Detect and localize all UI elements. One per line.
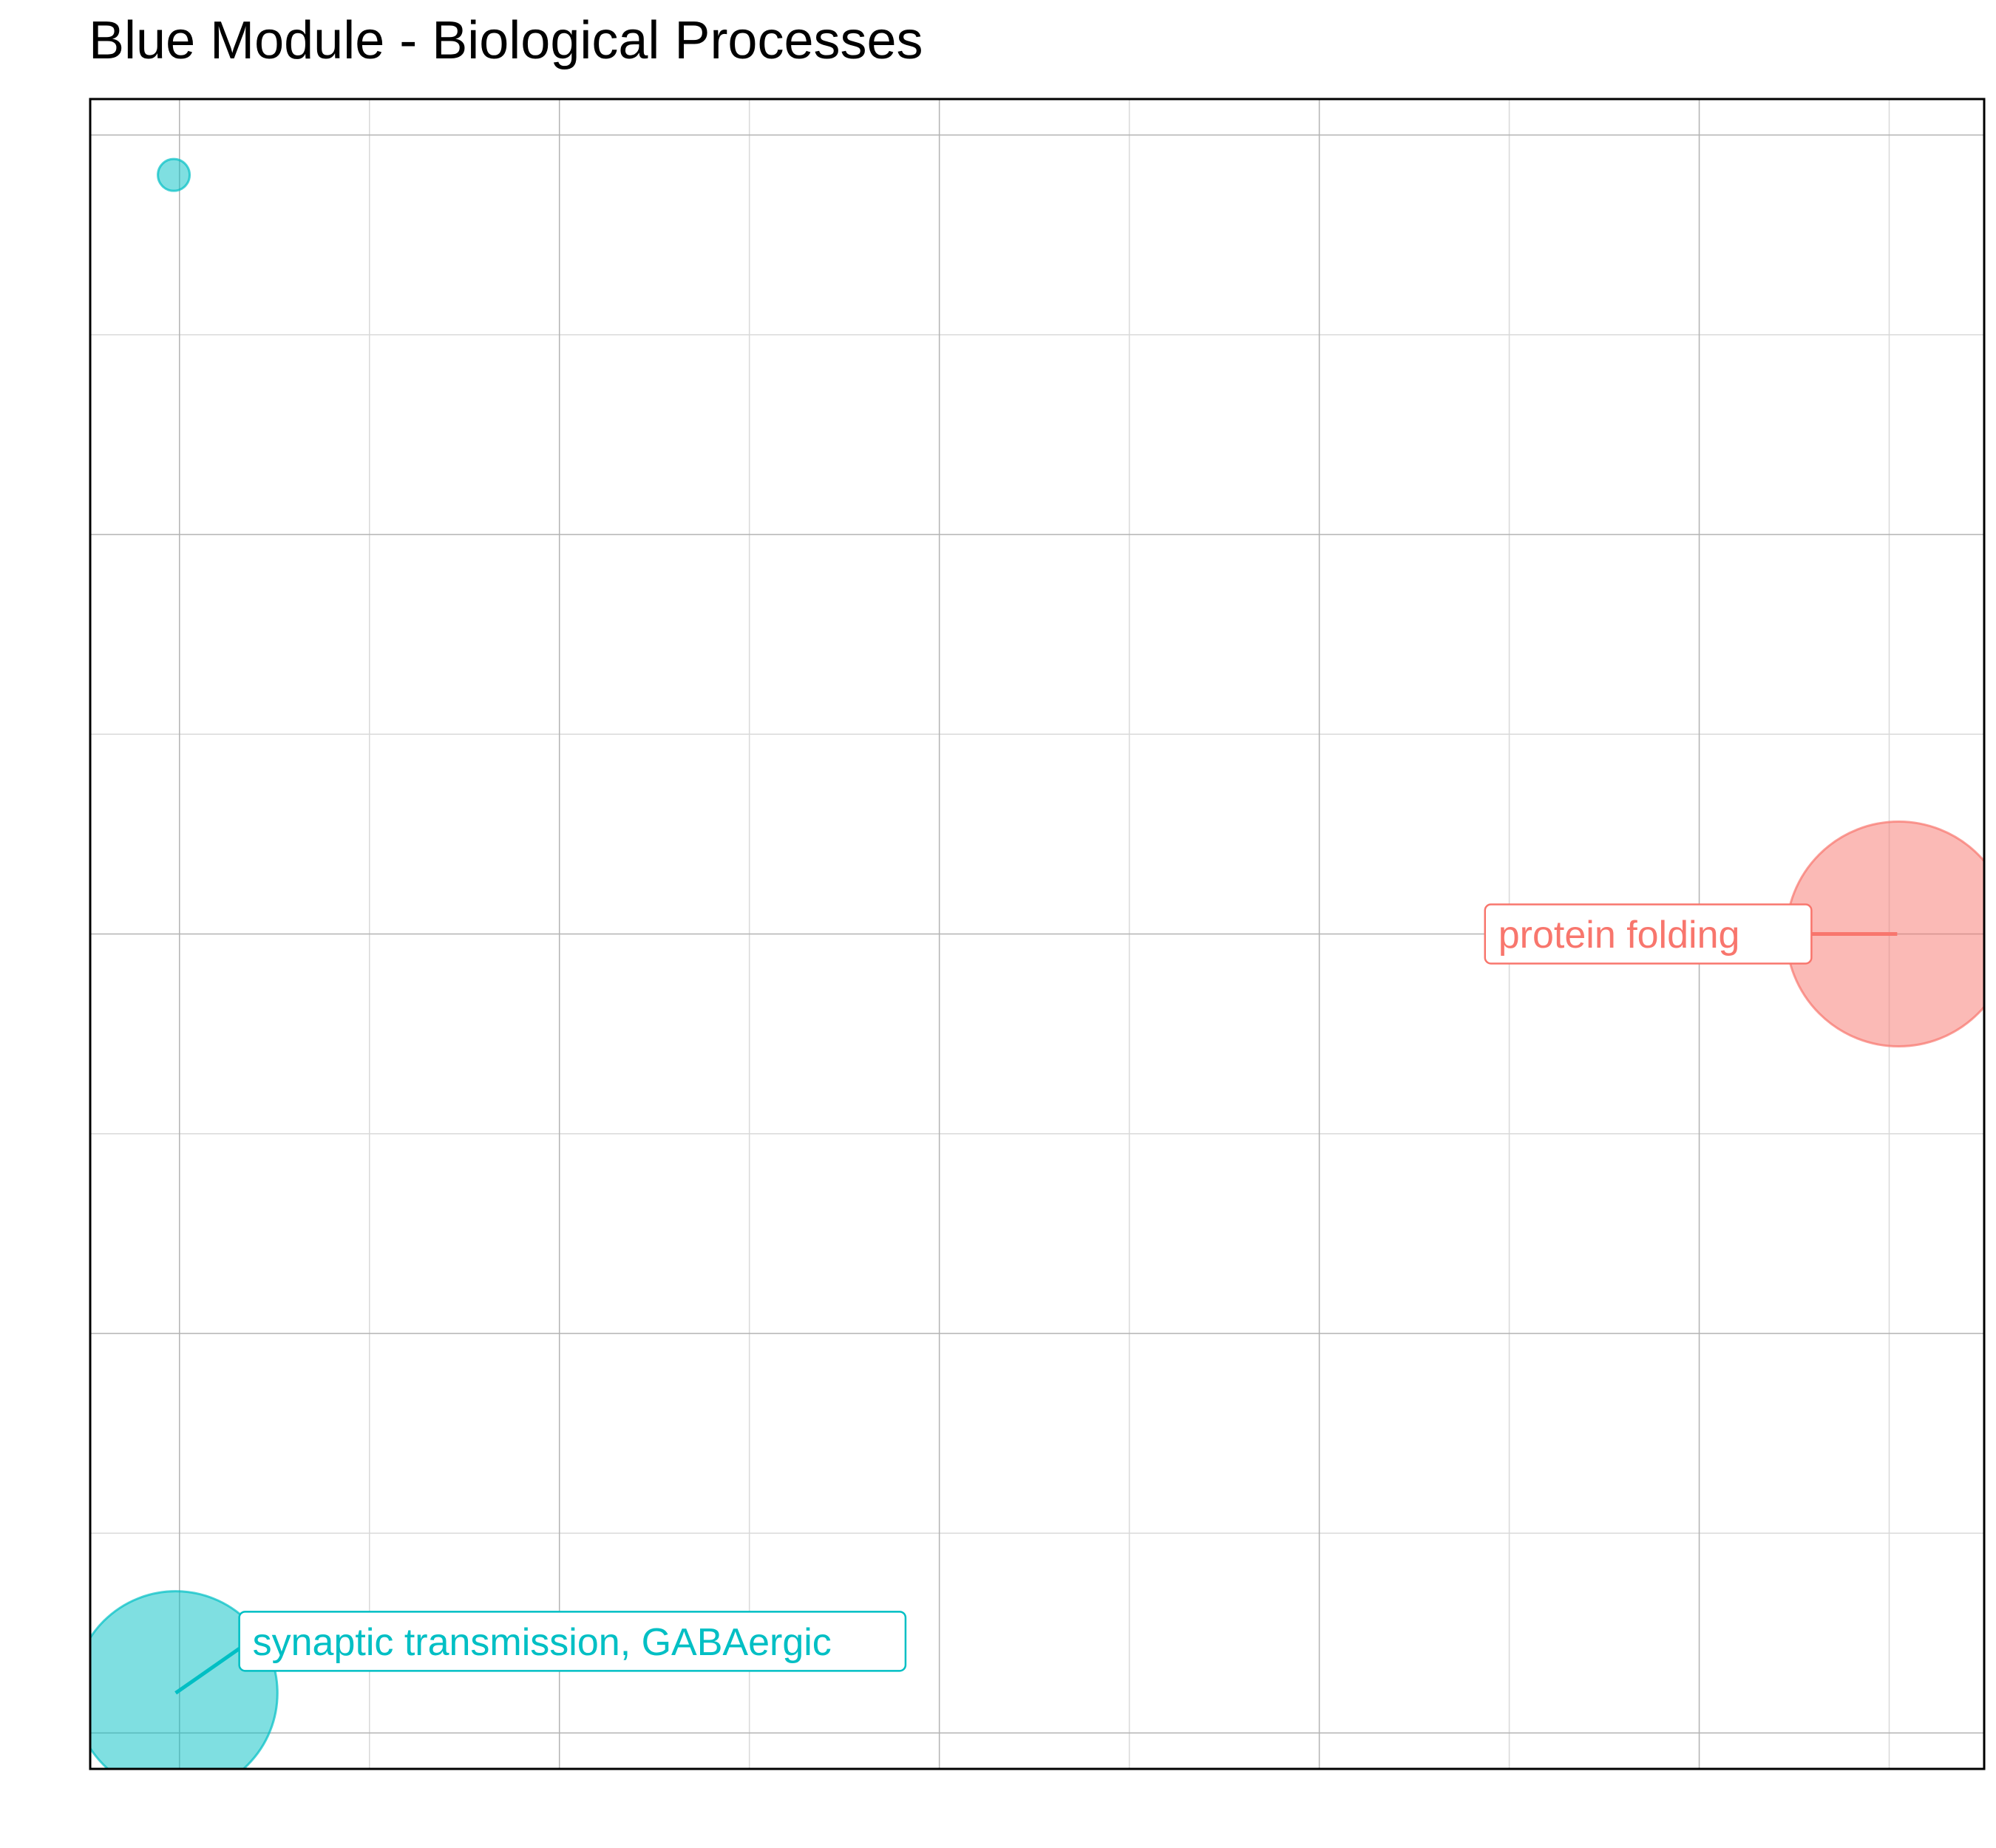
label-box (238, 1611, 907, 1672)
bubble-point (157, 157, 191, 192)
point-label: protein folding (1498, 914, 1740, 957)
point-labels: protein folding synaptic transmission, GA… (174, 903, 1898, 1695)
grid-minor (90, 99, 1984, 1769)
point-label: synaptic transmission, GABAergic (253, 1621, 832, 1664)
panel-border (89, 98, 1986, 1770)
bubble-point (90, 1590, 279, 1769)
label-box (1484, 903, 1813, 965)
label-connector (174, 1647, 241, 1695)
chart-title: Blue Module - Biological Processes (89, 11, 923, 70)
